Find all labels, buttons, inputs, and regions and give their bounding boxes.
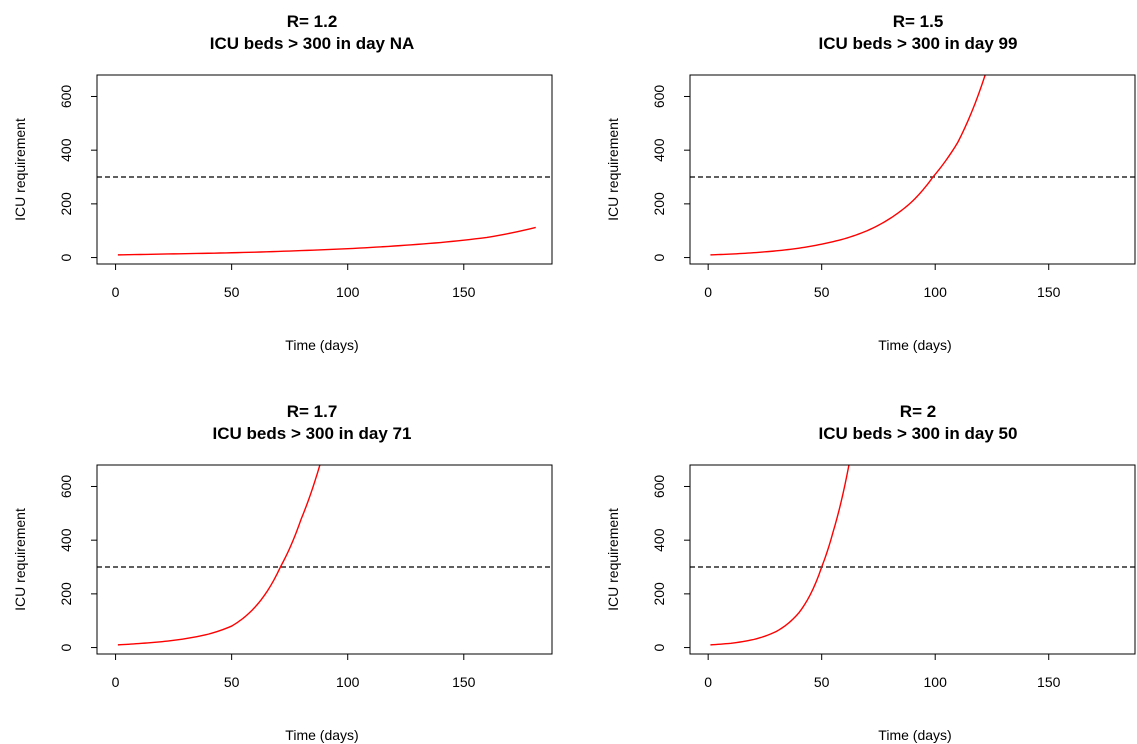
chart-panel-1: R= 1.2 ICU beds > 300 in day NA 0 50 100 150 0… [12, 12, 553, 353]
chart-subtitle: ICU beds > 300 in day 99 [819, 34, 1018, 53]
x-axis-label: Time (days) [285, 727, 358, 743]
x-tick-label: 0 [704, 674, 712, 690]
y-axis-label: ICU requirement [605, 118, 621, 221]
x-axis-label: Time (days) [285, 337, 358, 353]
x-tick-label: 150 [1037, 284, 1061, 300]
y-tick-label: 0 [651, 643, 667, 651]
x-tick-label: 150 [1037, 674, 1061, 690]
y-tick-label: 600 [651, 475, 667, 499]
y-axis-label: ICU requirement [12, 118, 28, 221]
plot-frame [689, 74, 1136, 265]
chart-panel-2: R= 1.5 ICU beds > 300 in day 99 0 50 100 150 0… [605, 12, 1136, 353]
chart-title: R= 1.2 [287, 12, 338, 31]
x-tick-label: 100 [336, 284, 360, 300]
chart-subtitle: ICU beds > 300 in day 71 [213, 424, 412, 443]
chart-title: R= 1.5 [893, 12, 944, 31]
series-line-1 [117, 226, 536, 256]
x-tick-label: 150 [452, 674, 476, 690]
y-tick-label: 200 [651, 192, 667, 216]
x-tick-label: 100 [336, 674, 360, 690]
x-tick-label: 0 [704, 284, 712, 300]
x-tick-label: 50 [224, 674, 240, 690]
y-tick-label: 0 [58, 253, 74, 261]
plot-frame [689, 464, 1136, 655]
chart-subtitle: ICU beds > 300 in day NA [210, 34, 415, 53]
chart-title: R= 2 [900, 402, 936, 421]
x-tick-label: 150 [452, 284, 476, 300]
x-tick-label: 50 [814, 674, 830, 690]
y-tick-label: 600 [651, 85, 667, 109]
x-axis-label: Time (days) [878, 337, 951, 353]
y-tick-label: 0 [58, 643, 74, 651]
series-line-1 [710, 465, 850, 646]
x-tick-label: 0 [112, 674, 120, 690]
y-tick-label: 0 [651, 253, 667, 261]
y-tick-label: 200 [58, 192, 74, 216]
chart-panel-3: R= 1.7 ICU beds > 300 in day 71 0 50 100 150 0… [12, 402, 553, 743]
plot-frame [96, 464, 553, 655]
y-axis-label: ICU requirement [12, 508, 28, 611]
y-tick-label: 400 [651, 138, 667, 162]
x-tick-label: 50 [224, 284, 240, 300]
y-tick-label: 200 [651, 582, 667, 606]
y-tick-label: 600 [58, 85, 74, 109]
y-tick-label: 400 [58, 528, 74, 552]
y-tick-label: 400 [651, 528, 667, 552]
x-tick-label: 0 [112, 284, 120, 300]
chart-title: R= 1.7 [287, 402, 338, 421]
x-axis-label: Time (days) [878, 727, 951, 743]
x-tick-label: 50 [814, 284, 830, 300]
y-tick-label: 200 [58, 582, 74, 606]
y-axis-label: ICU requirement [605, 508, 621, 611]
x-tick-label: 100 [924, 674, 948, 690]
chart-subtitle: ICU beds > 300 in day 50 [819, 424, 1018, 443]
plot-frame [96, 74, 553, 265]
series-line-1 [117, 465, 321, 646]
y-tick-label: 600 [58, 475, 74, 499]
chart-panels: R= 1.2 ICU beds > 300 in day NA 0 50 100 150 0… [12, 12, 1136, 743]
chart-panel-4: R= 2 ICU beds > 300 in day 50 0 50 100 150 0 20… [605, 402, 1136, 743]
x-tick-label: 100 [924, 284, 948, 300]
series-line-1 [710, 75, 986, 256]
y-tick-label: 400 [58, 138, 74, 162]
